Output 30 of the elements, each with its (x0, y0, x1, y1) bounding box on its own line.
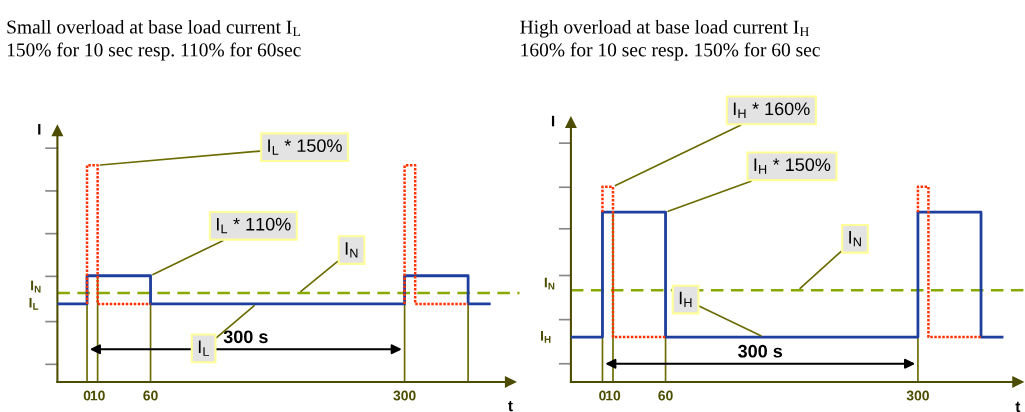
x-axis-title: t (508, 401, 513, 412)
annotation: I$_{H}$ (679, 291, 692, 308)
annotation: I$_{L}$ * 150% (268, 139, 342, 155)
annotation: 300 s (223, 330, 268, 344)
annotation: I$_{H}$ * 150% (754, 158, 831, 174)
x-tick-label: 300 (906, 390, 929, 401)
annotation: I$_{N}$ (849, 231, 861, 247)
x-tick-label: 60 (658, 390, 673, 401)
annotation: 300 s (738, 344, 783, 358)
annotation: I$_{L}$ (29, 297, 39, 310)
annotation: I$_{L}$ * 110% (216, 217, 291, 234)
annotation: I$_{L}$ (198, 340, 210, 356)
x-tick-label: 300 (393, 390, 416, 401)
chart-subtitle: 160% for 10 sec resp. 150% for 60 sec (521, 42, 820, 61)
y-axis-title: I (551, 115, 555, 127)
chart-title: Small overload at base load current I$_{L}$ (7, 19, 300, 37)
chart-title: High overload at base load current I$_{H}$ (520, 19, 809, 38)
y-axis-title: I (38, 124, 41, 135)
annotation: I$_{H}$ (541, 331, 551, 343)
annotation: I$_{N}$ (345, 242, 358, 258)
x-tick-label: 0 (83, 390, 91, 401)
x-tick-label: 10 (90, 390, 105, 401)
x-tick-label: 10 (606, 390, 621, 401)
chart-subtitle: 150% for 10 sec resp. 110% for 60sec (7, 42, 301, 61)
annotation: I$_{H}$ * 160% (733, 102, 810, 118)
ref-line-label: I$_{N}$ (544, 277, 555, 290)
x-tick-label: 0 (599, 390, 606, 401)
x-tick-label: 60 (143, 390, 158, 401)
ref-line-label: I$_{N}$ (31, 280, 41, 293)
x-axis-title: t (1015, 401, 1021, 412)
